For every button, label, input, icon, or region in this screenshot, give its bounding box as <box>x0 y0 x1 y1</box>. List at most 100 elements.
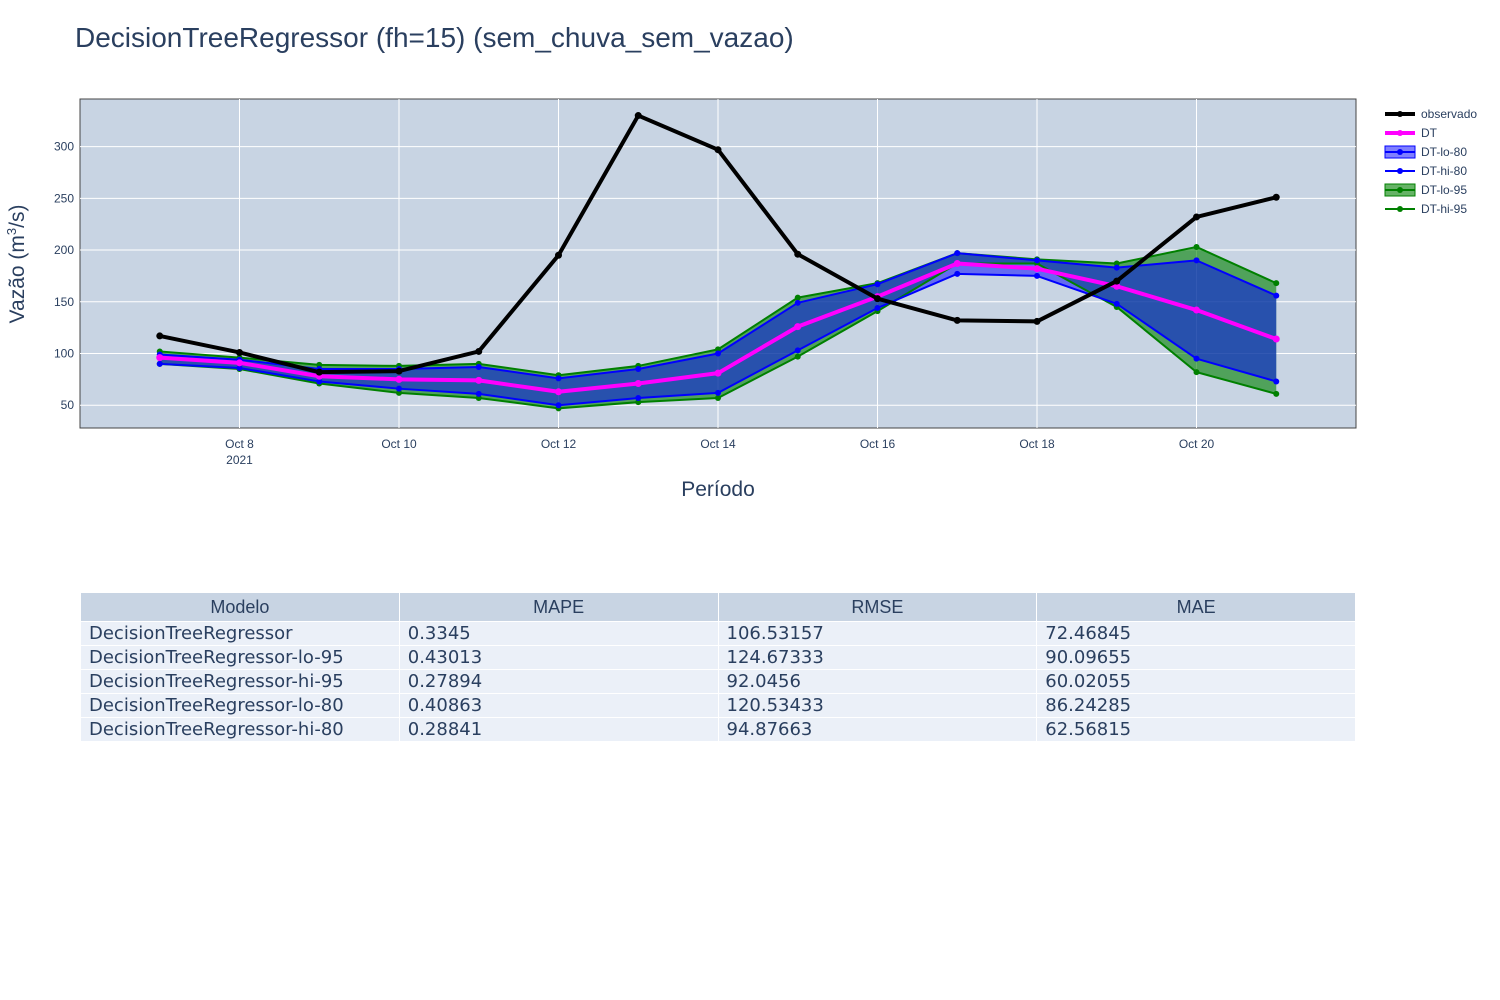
cell-mape: 0.3345 <box>398 621 719 646</box>
series-DT <box>156 260 1280 396</box>
point-DT-hi-95 <box>1113 260 1120 267</box>
point-DT-lo-80 <box>1193 355 1200 362</box>
point-DT-lo-80 <box>236 364 243 371</box>
legend-item-DT-hi-80[interactable]: DT-hi-80 <box>1385 164 1467 178</box>
header-mape: MAPE <box>398 592 719 622</box>
legend-item-DT-lo-80[interactable]: DT-lo-80 <box>1384 145 1467 159</box>
point-observado <box>953 316 961 324</box>
point-DT-lo-95 <box>794 353 801 360</box>
y-tick-label: 200 <box>54 243 74 257</box>
point-DT-lo-80 <box>1034 272 1040 279</box>
series-lines <box>156 112 1280 412</box>
legend-label: DT-lo-95 <box>1421 183 1467 197</box>
point-DT-lo-95 <box>1193 369 1200 376</box>
point-DT-lo-80 <box>475 390 482 397</box>
point-DT-hi-95 <box>794 294 801 301</box>
y-tick-label: 300 <box>54 140 74 154</box>
header-rmse: RMSE <box>717 592 1038 622</box>
point-DT-lo-80 <box>555 402 562 409</box>
y-tick-label: 50 <box>61 398 75 412</box>
point-DT-hi-80 <box>1273 292 1280 299</box>
point-DT-lo-80 <box>1273 378 1280 385</box>
x-axis-title: Período <box>681 478 755 501</box>
point-DT-lo-80 <box>874 304 881 311</box>
table-row: DecisionTreeRegressor 0.3345 106.53157 7… <box>80 621 1356 646</box>
point-observado <box>714 146 722 154</box>
point-observado <box>395 367 403 375</box>
x-tick-label: Oct 18 <box>1019 437 1055 451</box>
point-DT-hi-80 <box>635 366 642 373</box>
y-axis-title: Vazão (m3/s) <box>4 205 29 324</box>
point-DT-hi-80 <box>715 350 721 357</box>
point-observado <box>315 368 323 376</box>
point-DT-lo-80 <box>316 378 323 385</box>
table-row: DecisionTreeRegressor-lo-80 0.40863 120.… <box>80 693 1356 718</box>
x-tick-label: Oct 10 <box>381 437 417 451</box>
cell-mae: 86.24285 <box>1036 693 1356 718</box>
point-DT <box>395 375 403 383</box>
legend[interactable]: observado DT DT-lo-80 DT-hi-80 DT-lo-95 DT-hi… <box>1384 107 1477 216</box>
point-DT-lo-80 <box>715 389 721 396</box>
cell-mae: 90.09655 <box>1036 645 1356 670</box>
cell-rmse: 106.53157 <box>717 621 1038 646</box>
point-DT <box>555 388 562 396</box>
cell-rmse: 124.67333 <box>717 645 1038 670</box>
x-tick-label: Oct 8 <box>225 437 254 451</box>
point-DT-hi-95 <box>1273 280 1280 287</box>
header-mae: MAE <box>1036 592 1356 622</box>
point-DT-hi-95 <box>316 361 323 368</box>
point-DT-lo-80 <box>954 270 961 277</box>
legend-marker <box>1397 111 1403 117</box>
point-DT <box>236 359 243 367</box>
legend-marker <box>1397 206 1403 212</box>
point-DT-lo-95 <box>715 394 721 401</box>
point-observado <box>634 112 642 120</box>
point-observado <box>236 348 243 356</box>
legend-item-DT-lo-95[interactable]: DT-lo-95 <box>1384 183 1467 197</box>
cell-modelo: DecisionTreeRegressor <box>80 621 400 646</box>
point-DT-hi-80 <box>794 299 801 306</box>
table-row: DecisionTreeRegressor-lo-95 0.43013 124.… <box>80 645 1356 670</box>
legend-label: observado <box>1421 107 1477 121</box>
point-DT <box>794 323 802 331</box>
point-DT-lo-95 <box>475 394 482 401</box>
point-DT <box>953 260 961 267</box>
point-DT-lo-95 <box>1273 390 1280 397</box>
point-DT-lo-80 <box>1113 300 1120 307</box>
point-DT-hi-80 <box>1193 257 1200 264</box>
point-DT-hi-80 <box>874 281 881 288</box>
cell-mae: 72.46845 <box>1036 621 1356 646</box>
x-tick-label: Oct 14 <box>700 437 736 451</box>
point-DT-lo-80 <box>156 360 163 367</box>
point-DT <box>475 376 483 384</box>
point-observado <box>156 332 164 340</box>
legend-item-DT-hi-95[interactable]: DT-hi-95 <box>1385 202 1467 216</box>
legend-marker <box>1397 168 1403 174</box>
y-tick-label: 150 <box>54 295 74 309</box>
table-row: DecisionTreeRegressor-hi-95 0.27894 92.0… <box>80 669 1356 694</box>
point-DT <box>714 369 722 377</box>
legend-item-DT[interactable]: DT <box>1385 126 1438 140</box>
point-observado <box>1272 193 1280 201</box>
point-observado <box>874 295 881 303</box>
legend-label: DT-lo-80 <box>1421 145 1467 159</box>
cell-modelo: DecisionTreeRegressor-lo-80 <box>80 693 400 718</box>
point-observado <box>1193 213 1200 221</box>
chart-svg[interactable]: 50 100 150 200 250 300 Oct 8 2021 Oct 10 Oct 12 Oc… <box>0 0 1500 560</box>
legend-label: DT-hi-95 <box>1421 202 1467 216</box>
legend-marker <box>1397 130 1403 136</box>
cell-mae: 62.56815 <box>1036 717 1356 742</box>
point-DT-lo-95 <box>396 389 402 396</box>
point-DT-lo-80 <box>794 347 801 354</box>
cell-modelo: DecisionTreeRegressor-hi-80 <box>80 717 400 742</box>
cell-modelo: DecisionTreeRegressor-lo-95 <box>80 645 400 670</box>
legend-label: DT-hi-80 <box>1421 164 1467 178</box>
point-DT-lo-80 <box>396 385 402 392</box>
cell-rmse: 92.0456 <box>717 669 1038 694</box>
y-tick-label: 250 <box>54 191 74 205</box>
point-observado <box>1033 317 1041 325</box>
point-DT <box>1113 282 1121 290</box>
legend-item-observado[interactable]: observado <box>1385 107 1477 121</box>
cell-modelo: DecisionTreeRegressor-hi-95 <box>80 669 400 694</box>
cell-mape: 0.40863 <box>398 693 719 718</box>
